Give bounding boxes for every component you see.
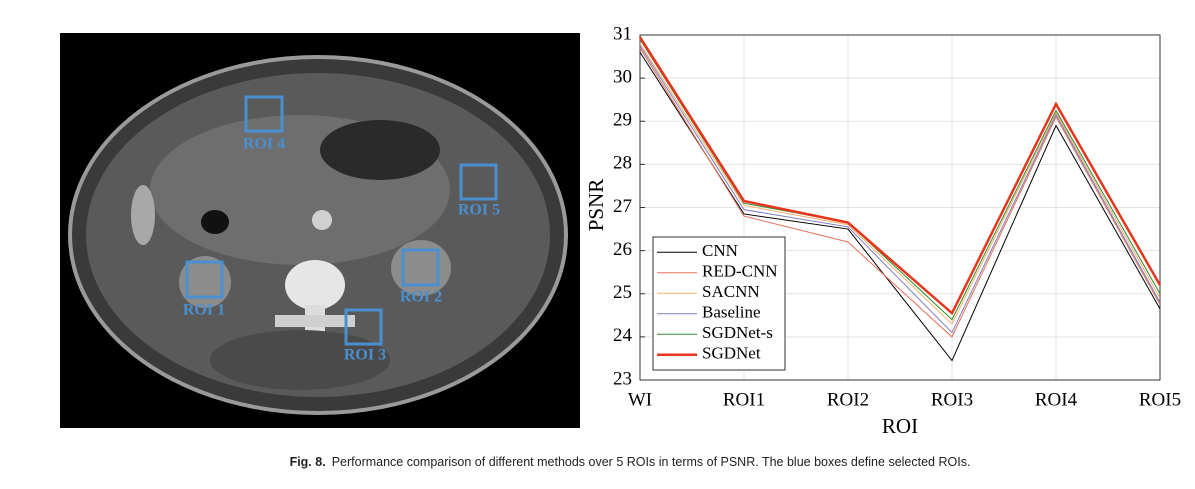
y-tick-label: 27: [613, 196, 632, 217]
caption-label: Fig. 8.: [290, 455, 326, 469]
series-line: [639, 51, 1161, 362]
y-axis-label: PSNR: [584, 179, 608, 232]
y-tick-label: 24: [613, 325, 633, 346]
roi-label: ROI 2: [400, 289, 442, 306]
x-tick-label: ROI4: [1035, 389, 1078, 410]
legend-box: [652, 236, 786, 371]
legend-label: SACNN: [702, 282, 760, 301]
y-tick-label: 31: [613, 23, 632, 44]
x-tick-label: ROI1: [723, 389, 765, 410]
y-tick-label: 28: [613, 153, 632, 174]
x-tick-label: ROI3: [931, 389, 973, 410]
x-tick-label: WI: [628, 389, 652, 410]
roi-label: ROI 5: [458, 202, 500, 219]
roi-label: ROI 4: [243, 136, 285, 153]
series-line: [639, 43, 1161, 325]
x-tick-label: ROI5: [1139, 389, 1181, 410]
x-axis-label: ROI: [882, 414, 918, 438]
y-tick-label: 26: [613, 239, 632, 260]
caption: Fig. 8. Performance comparison of differe…: [290, 455, 971, 469]
legend-label: RED-CNN: [702, 262, 778, 281]
series-line: [639, 47, 1161, 338]
roi-boxes: [185, 95, 498, 346]
caption-text: Performance comparison of different meth…: [332, 455, 971, 469]
legend-label: Baseline: [702, 303, 761, 322]
plot-frame: [639, 34, 1161, 381]
legend-label: SGDNet: [702, 344, 761, 363]
roi-label: ROI 1: [183, 302, 225, 319]
x-tick-label: ROI2: [827, 389, 869, 410]
series-line: [638, 36, 1162, 316]
legend-label: CNN: [702, 241, 738, 260]
legend-label: SGDNet-s: [702, 323, 773, 342]
y-tick-label: 23: [613, 368, 632, 389]
y-tick-label: 30: [613, 66, 632, 87]
ct-image: [60, 33, 580, 428]
y-tick-label: 29: [613, 110, 632, 131]
roi-label: ROI 3: [344, 347, 386, 364]
y-tick-label: 25: [613, 282, 632, 303]
series-line: [639, 45, 1161, 334]
